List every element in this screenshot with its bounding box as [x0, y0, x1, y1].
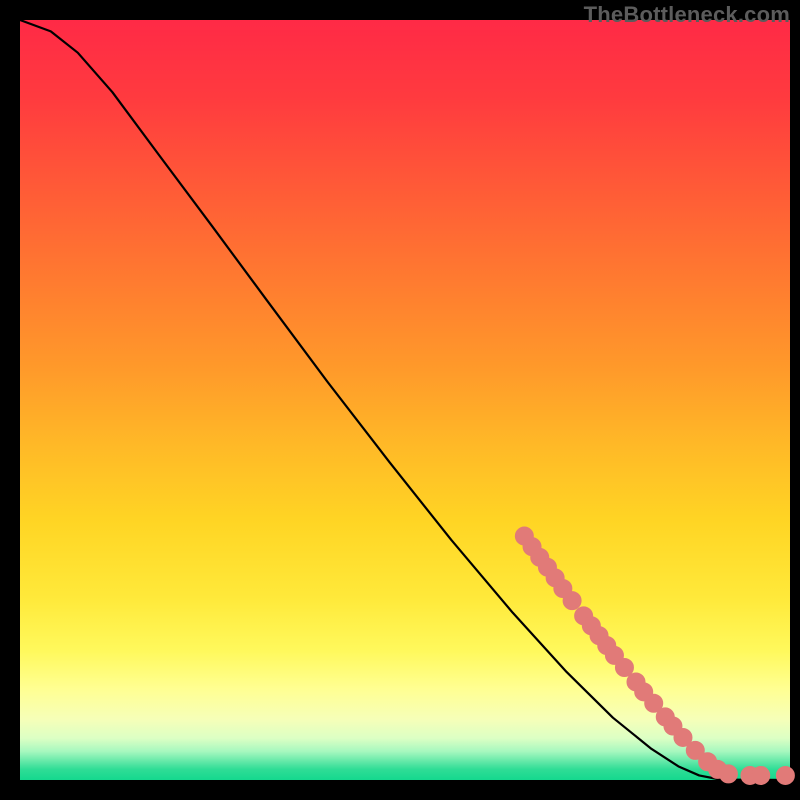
data-marker — [752, 766, 770, 784]
data-marker — [719, 765, 737, 783]
data-marker — [776, 766, 794, 784]
plot-background — [20, 20, 790, 780]
chart-stage: TheBottleneck.com — [0, 0, 800, 800]
data-marker — [563, 592, 581, 610]
attribution-label: TheBottleneck.com — [584, 2, 790, 28]
data-marker — [615, 659, 633, 677]
chart-svg — [0, 0, 800, 800]
